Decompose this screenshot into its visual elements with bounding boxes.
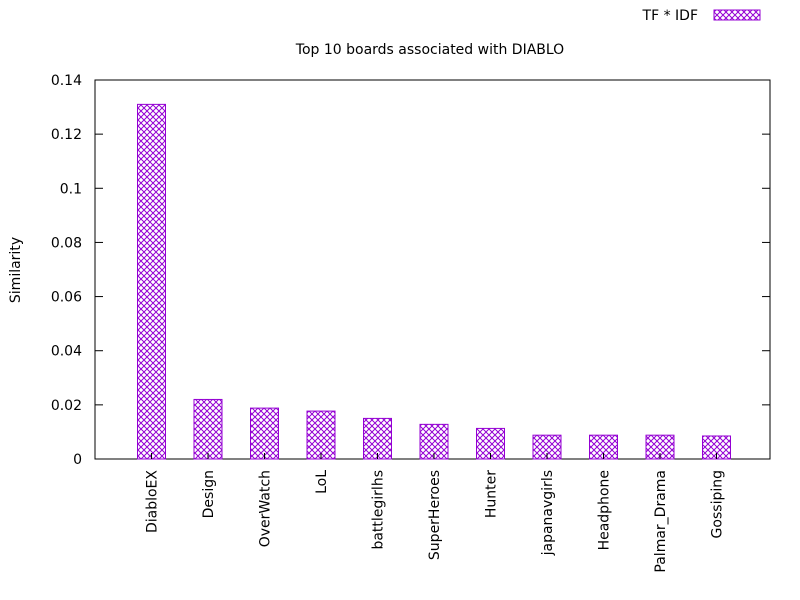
x-tick-label: SuperHeroes <box>427 470 443 560</box>
bar-diabloex <box>137 103 166 460</box>
y-tick-label: 0.08 <box>51 235 82 251</box>
legend-swatch <box>713 9 761 21</box>
bar-battlegirlhs <box>363 417 392 460</box>
bar-overwatch <box>250 407 279 460</box>
legend: TF * IDF <box>642 8 761 24</box>
y-tick-label: 0.1 <box>60 181 82 197</box>
y-axis-ticks: 0 0.02 0.04 0.06 0.08 0.1 0.12 0.14 <box>51 73 770 468</box>
y-tick-label: 0.02 <box>51 398 82 414</box>
y-tick-label: 0.12 <box>51 127 82 143</box>
x-tick-label: DiabloEX <box>145 470 161 533</box>
x-tick-label: battlegirlhs <box>371 470 387 550</box>
y-axis-label: Similarity <box>8 237 24 303</box>
bar-lol <box>306 410 336 460</box>
chart-title: Top 10 boards associated with DIABLO <box>295 42 564 58</box>
y-tick-label: 0.14 <box>51 73 82 89</box>
x-tick-label: Headphone <box>597 470 613 550</box>
x-tick-label: Design <box>201 470 217 518</box>
bar-design <box>193 398 223 460</box>
x-tick-label: Palmar_Drama <box>653 470 669 573</box>
x-tick-label: Hunter <box>484 470 500 518</box>
bars <box>137 103 731 460</box>
x-tick-label: OverWatch <box>258 470 274 547</box>
y-tick-label: 0.06 <box>51 290 82 306</box>
x-tick-label: japanavgirls <box>540 470 556 556</box>
y-tick-label: 0 <box>73 452 82 468</box>
legend-label: TF * IDF <box>642 8 698 24</box>
x-tick-label: Gossiping <box>710 470 726 538</box>
y-tick-label: 0.04 <box>51 344 82 360</box>
x-tick-label: LoL <box>314 470 330 494</box>
x-axis-labels: DiabloEX Design OverWatch LoL battlegirlhs Su… <box>145 453 726 573</box>
